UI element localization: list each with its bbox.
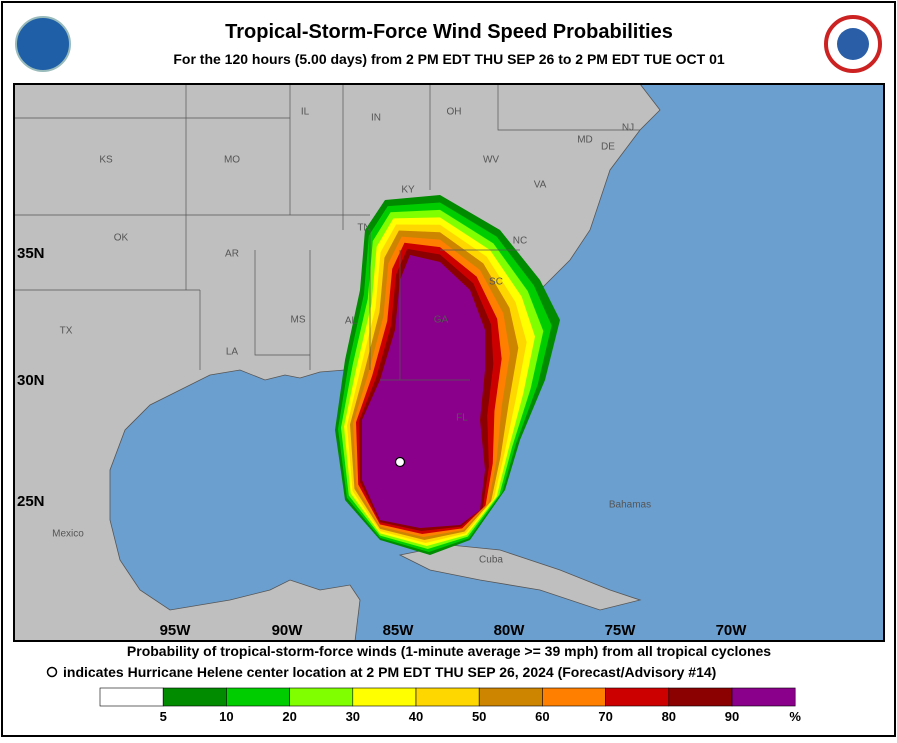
legend-tick: 40 — [409, 709, 423, 724]
state-borders — [14, 84, 640, 381]
legend-swatch — [162, 687, 227, 707]
place-label: NJ — [622, 123, 634, 134]
storm-center — [394, 456, 406, 468]
legend-swatch — [226, 687, 290, 707]
legend-swatch — [668, 687, 733, 707]
footer-line1: Probability of tropical-storm-force wind… — [127, 643, 771, 659]
legend-swatch — [542, 687, 606, 707]
legend-tick: 80 — [662, 709, 676, 724]
place-label: OK — [114, 233, 129, 244]
place-label: KY — [401, 185, 415, 196]
legend: 5 10 20 30 40 50 60 70 80 90% — [99, 687, 801, 724]
place-label: TX — [60, 326, 73, 337]
footer-line2: indicates Hurricane Helene center locati… — [63, 664, 716, 680]
legend-tick: 20 — [282, 709, 296, 724]
legend-swatch — [289, 687, 354, 707]
place-label: VA — [534, 180, 547, 191]
place-label: IL — [301, 107, 310, 118]
lat-label: 35N — [17, 245, 45, 262]
legend-swatch — [605, 687, 670, 707]
legend-swatch — [99, 687, 164, 707]
place-label: NC — [513, 236, 527, 247]
legend-swatch — [352, 687, 417, 707]
center-symbol — [46, 666, 58, 678]
legend-unit: % — [789, 709, 801, 724]
legend-tick: 5 — [160, 709, 167, 724]
legend-tick: 50 — [472, 709, 486, 724]
place-label: WV — [483, 155, 499, 166]
legend-tick: 60 — [535, 709, 549, 724]
place-label: GA — [434, 315, 449, 326]
lon-label: 70W — [716, 622, 748, 639]
lon-label: 75W — [605, 622, 637, 639]
lat-label: 30N — [17, 372, 45, 389]
place-label: Bahamas — [609, 500, 651, 511]
legend-swatch — [478, 687, 543, 707]
place-label: Cuba — [479, 555, 503, 566]
probability-contours — [335, 195, 560, 555]
legend-tick: 70 — [598, 709, 612, 724]
legend-swatch — [415, 687, 480, 707]
lon-label: 95W — [160, 622, 192, 639]
legend-tick: 90 — [725, 709, 739, 724]
contour — [362, 255, 485, 528]
place-label: IN — [371, 113, 381, 124]
place-label: AR — [225, 249, 239, 260]
place-label: MS — [291, 315, 306, 326]
lon-label: 85W — [383, 622, 415, 639]
place-label: AL — [345, 316, 358, 327]
place-label: LA — [226, 347, 239, 358]
subtitle: For the 120 hours (5.00 days) from 2 PM … — [173, 51, 725, 67]
lat-label: 25N — [17, 493, 45, 510]
place-label: FL — [456, 413, 468, 424]
legend-tick: 30 — [346, 709, 360, 724]
place-label: Mexico — [52, 529, 84, 540]
nws-logo-inner — [837, 28, 869, 60]
cuba — [398, 544, 642, 611]
map-frame — [13, 83, 885, 642]
place-label: MO — [224, 155, 240, 166]
place-label: TN — [357, 223, 370, 234]
place-label: SC — [489, 277, 503, 288]
noaa-logo — [15, 16, 71, 72]
place-label: MD — [577, 135, 593, 146]
lon-label: 90W — [272, 622, 304, 639]
lon-label: 80W — [494, 622, 526, 639]
place-label: KS — [99, 155, 113, 166]
title: Tropical-Storm-Force Wind Speed Probabil… — [225, 21, 673, 43]
legend-tick: 10 — [219, 709, 233, 724]
map: KS MO IL IN OH WV VA KY TN NC OK AR SC GA MS AL TX LA FL Me… — [13, 83, 885, 642]
place-label: OH — [447, 107, 462, 118]
legend-swatch — [731, 687, 796, 707]
place-label: DE — [601, 142, 615, 153]
